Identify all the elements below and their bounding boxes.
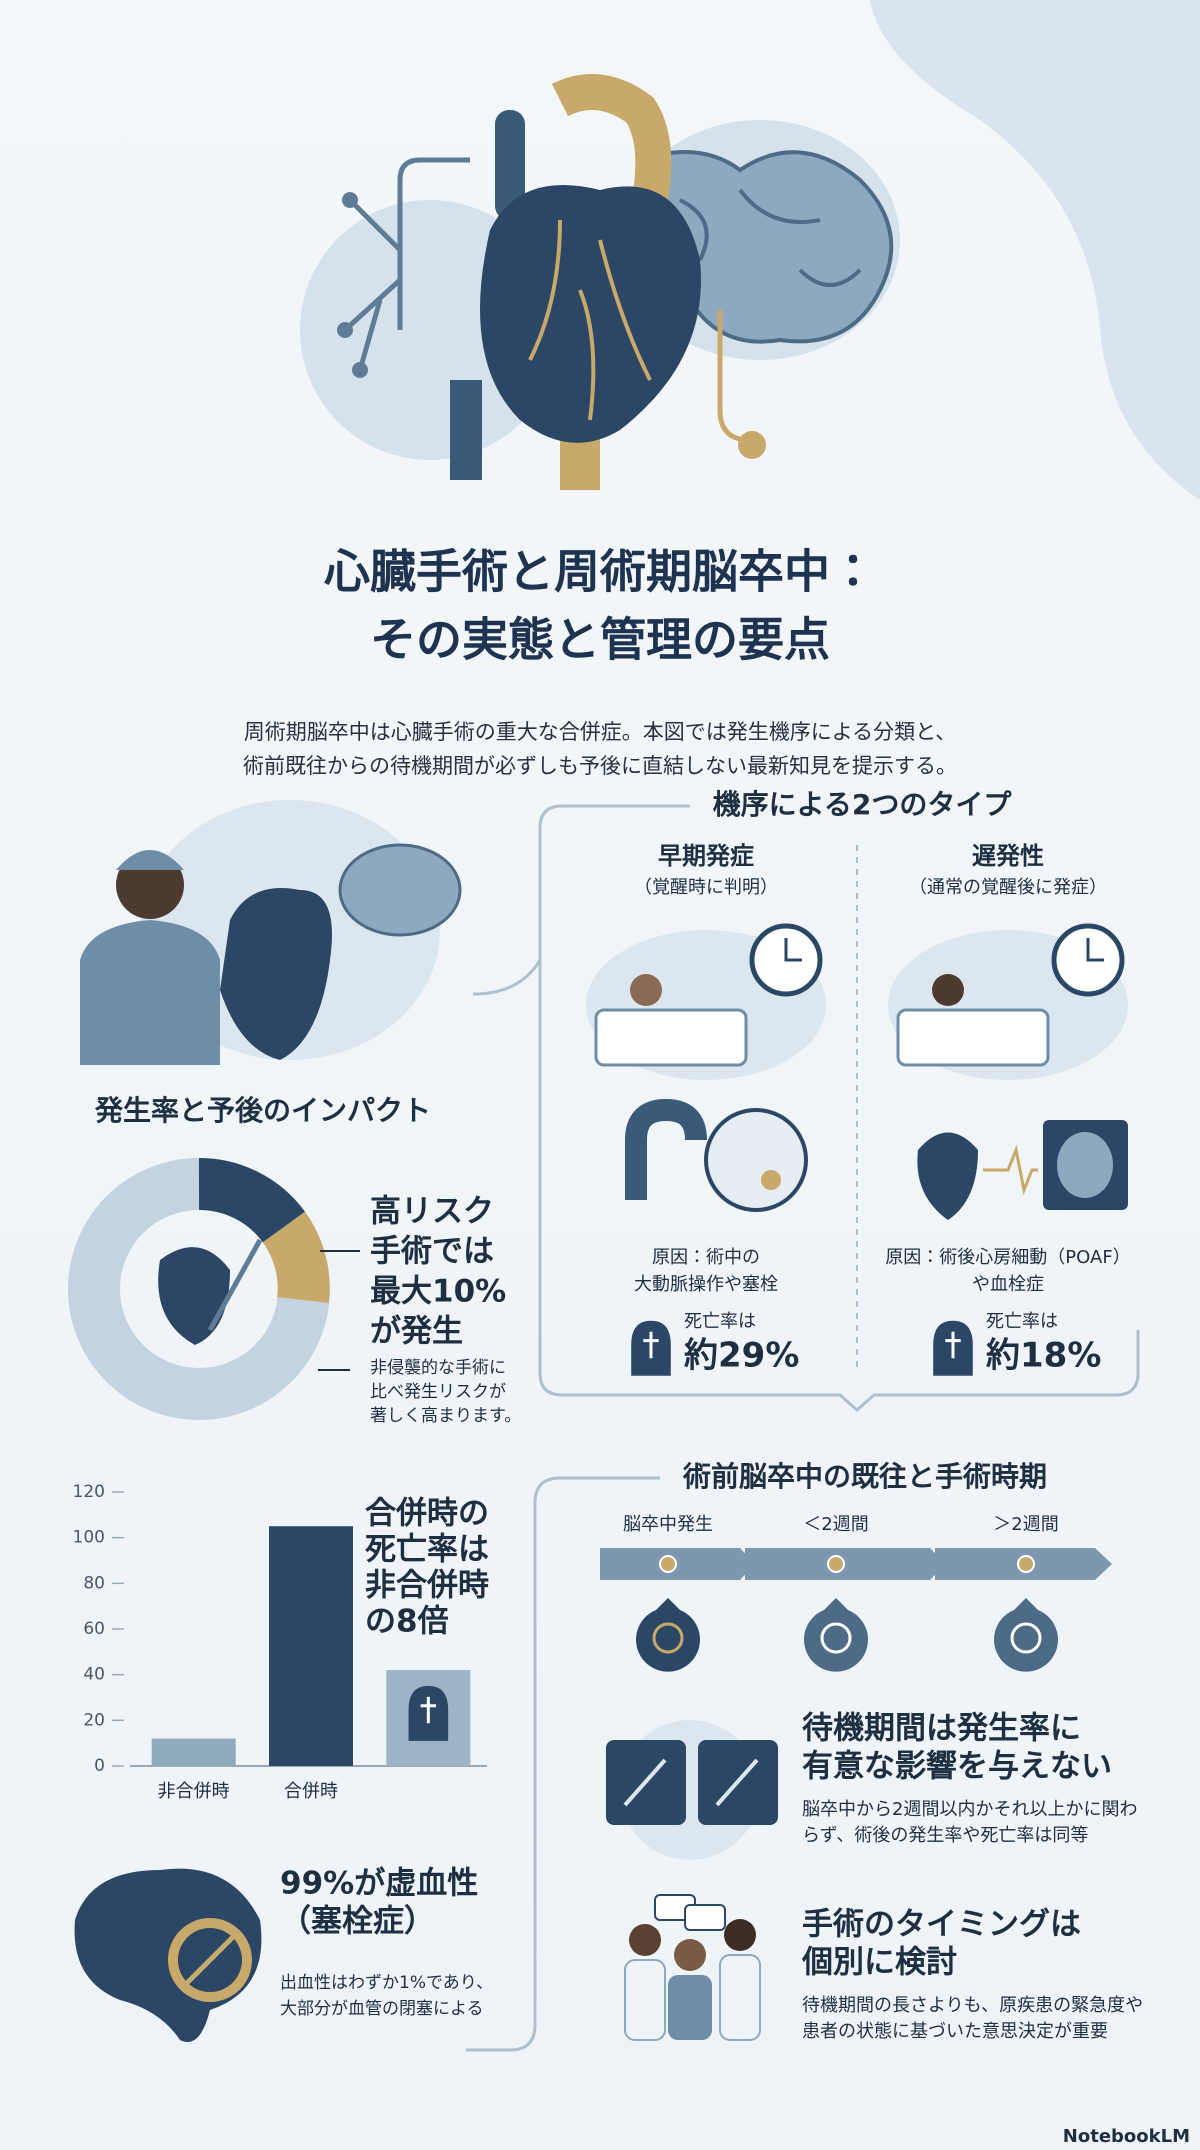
footer-brand: NotebookLM (1063, 2126, 1190, 2147)
step-label: ＞2週間 (993, 1514, 1058, 1535)
highlight: 高リスク (370, 1194, 494, 1230)
annotation: 合併時の (365, 1496, 489, 1532)
step-pin (636, 1598, 700, 1672)
highlight: が発生 (370, 1314, 463, 1350)
team-icon (624, 1894, 761, 2041)
highlight: 最大10% (370, 1274, 506, 1310)
note: 著しく高まります。 (370, 1406, 521, 1426)
step-label: ＜2週間 (803, 1514, 868, 1535)
cause: 原因：術中の (652, 1247, 760, 1268)
ecg (983, 1144, 1038, 1196)
finding-title: 手術のタイミングは (802, 1907, 1081, 1943)
step-icon (652, 1622, 684, 1654)
step-pin (804, 1598, 868, 1672)
step-label: 脳卒中発生 (623, 1514, 713, 1535)
donut-illustration (68, 1157, 360, 1420)
bar (151, 1738, 236, 1766)
subtitle: 周術期脳卒中は心臓手術の重大な合併症。本図では発生機序による分類と、 (244, 720, 957, 744)
section-heading: 機序による2つのタイプ (713, 788, 1013, 821)
y-tick-label: 40 (83, 1665, 105, 1685)
y-tick-label: 60 (83, 1619, 105, 1639)
cross (945, 1331, 961, 1359)
cross (643, 1331, 659, 1359)
cause: や血栓症 (972, 1274, 1044, 1295)
step-dot (659, 1555, 677, 1573)
y-tick-label: 80 (83, 1573, 105, 1593)
calendar-icons (606, 1720, 778, 1860)
clock-hands (784, 938, 802, 962)
type-name: 遅発性 (972, 842, 1044, 870)
type-timing: （通常の覚醒後に発症） (909, 877, 1107, 898)
y-tick-label: 20 (83, 1710, 105, 1730)
finding-body: 待機期間の長さよりも、原疾患の緊急度や (802, 1995, 1143, 2016)
finding-title: 有意な影響を与えない (802, 1749, 1112, 1785)
finding-body: らず、術後の発生率や死亡率は同等 (802, 1825, 1088, 1846)
embolus (761, 1170, 781, 1190)
brain-illustration (74, 1868, 262, 2042)
bar (269, 1526, 353, 1766)
section-heading: 術前脳卒中の既往と手術時期 (682, 1460, 1047, 1493)
step-pin (994, 1598, 1058, 1672)
corner-blob (870, 0, 1200, 500)
finding-body: 脳卒中から2週間以内かそれ以上かに関わ (802, 1799, 1137, 1820)
patient (630, 974, 662, 1006)
clock-hands (1086, 938, 1104, 962)
step-icon (1010, 1622, 1042, 1654)
stroke-type-note: 大部分が血管の閉塞による (280, 1999, 484, 2019)
x-tick-label: 非合併時 (158, 1781, 230, 1802)
timeline-band (600, 1548, 1112, 1580)
hero-illustration (300, 74, 900, 490)
ct-brain (1057, 1132, 1113, 1198)
finding-title: 待機期間は発生率に (802, 1711, 1081, 1747)
annotation: 非合併時 (365, 1568, 489, 1604)
note: 非侵襲的な手術に (370, 1358, 506, 1378)
type-timing: （覚醒時に判明） (634, 877, 778, 898)
cause: 大動脈操作や塞栓 (634, 1274, 778, 1295)
step-icon (820, 1622, 852, 1654)
step-dot (1017, 1555, 1035, 1573)
mortality-label: 死亡率は (986, 1311, 1058, 1332)
zoom-icon (704, 1108, 808, 1212)
patient (932, 974, 964, 1006)
y-tick-label: 100 (73, 1528, 105, 1548)
surgeon-illustration (80, 800, 462, 1065)
aorta-icon (625, 1098, 707, 1200)
title: 心臓手術と周術期脳卒中： (324, 545, 876, 599)
mortality: 約29% (684, 1336, 799, 1376)
subtitle: 術前既往からの待機期間が必ずしも予後に直結しない最新知見を提示する。 (243, 754, 957, 778)
y-tick-label: 120 (73, 1482, 105, 1502)
y-tick-label: 0 (94, 1756, 105, 1776)
mortality-label: 死亡率は (684, 1311, 756, 1332)
section-heading: 発生率と予後のインパクト (94, 1094, 431, 1127)
type-name: 早期発症 (658, 842, 754, 870)
stroke-type-title: 99%が虚血性 (280, 1866, 478, 1902)
heart-icon (917, 1132, 978, 1220)
finding-body: 患者の状態に基づいた意思決定が重要 (802, 2021, 1108, 2042)
stroke-type-note: 出血性はわずか1%であり、 (280, 1973, 493, 1993)
cross (420, 1696, 437, 1724)
annotation: の8倍 (365, 1604, 449, 1640)
x-tick-label: 合併時 (284, 1781, 338, 1802)
stroke-type-title: （塞栓症） (280, 1904, 435, 1940)
cause: 原因：術後心房細動（POAF） (885, 1247, 1130, 1268)
note: 比べ発生リスクが (370, 1382, 506, 1402)
mortality: 約18% (986, 1336, 1101, 1376)
heading-bg (690, 790, 1040, 824)
finding-title: 個別に検討 (801, 1945, 957, 1981)
annotation: 死亡率は (365, 1532, 489, 1568)
highlight: 手術では (370, 1234, 494, 1270)
connector (472, 959, 542, 996)
mechanism-frame (538, 804, 1140, 1413)
bed (896, 1008, 1050, 1067)
title: その実態と管理の要点 (370, 613, 830, 667)
step-dot (827, 1555, 845, 1573)
bed (594, 1008, 748, 1067)
timeline-frame (466, 1476, 660, 2052)
